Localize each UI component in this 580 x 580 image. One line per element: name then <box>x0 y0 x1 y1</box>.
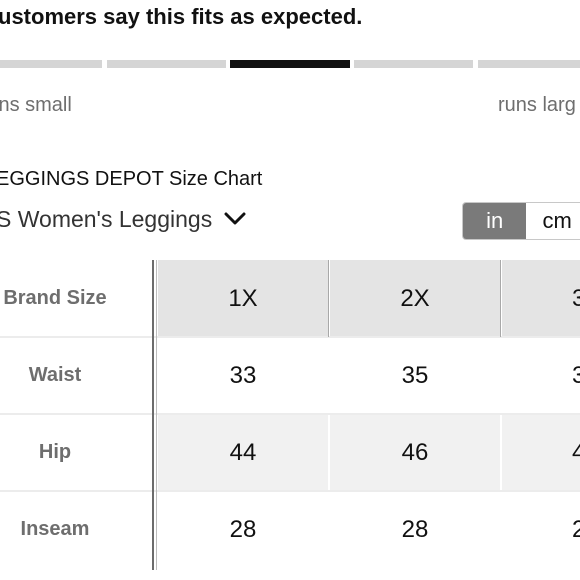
row-label: Hip <box>38 441 72 463</box>
category-dropdown[interactable]: S Women's Leggings <box>0 202 246 236</box>
label-column-divider-inner <box>156 260 157 570</box>
table-row: Inseam 28 28 2 <box>0 491 580 568</box>
category-label: S Women's Leggings <box>0 205 213 232</box>
fit-segment-1 <box>0 60 102 68</box>
row-divider <box>0 490 580 492</box>
size-table: Brand Size 1X 2X 3 Waist 33 35 3 Hip 44 … <box>0 260 580 570</box>
row-divider <box>0 413 580 415</box>
table-cell: 28 <box>229 515 257 543</box>
row-header-label: Brand Size <box>3 287 107 309</box>
unit-in-button[interactable]: in <box>463 203 527 239</box>
table-cell: 35 <box>401 361 429 389</box>
table-cell: 2 <box>572 515 580 543</box>
fit-scale <box>0 60 580 70</box>
fit-segment-5 <box>478 60 580 68</box>
row-label: Waist <box>28 364 82 386</box>
column-divider <box>328 260 329 337</box>
table-row: Hip 44 46 4 <box>0 414 580 491</box>
chevron-down-icon <box>224 211 246 227</box>
table-row: Waist 33 35 3 <box>0 337 580 414</box>
table-cell: 44 <box>158 414 328 491</box>
fit-heading: ustomers say this fits as expected. <box>0 4 363 29</box>
column-divider <box>500 260 501 337</box>
size-header-cell: 2X <box>330 260 500 337</box>
table-header-row: Brand Size 1X 2X 3 <box>0 260 580 337</box>
size-header-cell: 1X <box>158 260 328 337</box>
unit-cm-button[interactable]: cm <box>526 203 580 239</box>
table-cell: 3 <box>572 361 580 389</box>
size-header-cell: 3 <box>502 260 580 337</box>
fit-high-label: runs larg <box>498 94 576 116</box>
unit-toggle: in cm <box>462 202 580 240</box>
row-divider <box>0 336 580 338</box>
table-cell: 46 <box>330 414 500 491</box>
label-column-divider <box>152 260 154 570</box>
fit-segment-3 <box>230 60 350 68</box>
table-cell: 33 <box>229 361 257 389</box>
fit-segment-4 <box>354 60 473 68</box>
table-cell: 4 <box>502 414 580 491</box>
fit-low-label: ins small <box>0 94 72 116</box>
size-chart-title: EGGINGS DEPOT Size Chart <box>0 168 263 190</box>
fit-segment-2 <box>107 60 226 68</box>
table-cell: 28 <box>401 515 429 543</box>
row-label: Inseam <box>20 518 90 540</box>
